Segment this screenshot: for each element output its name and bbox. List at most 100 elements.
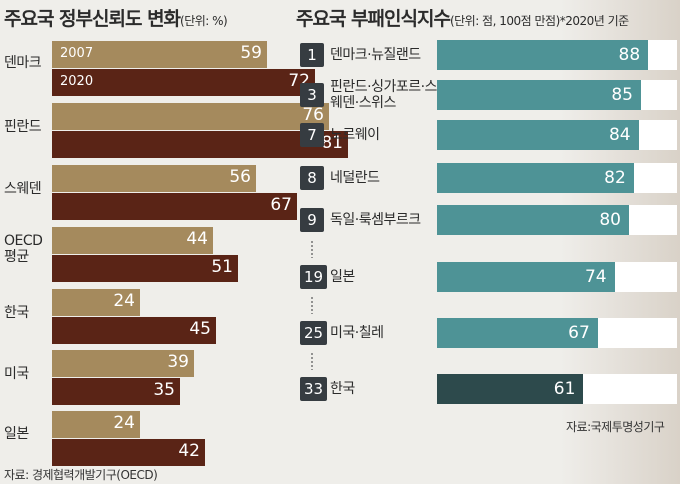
trust-row: 미국 39 35 (0, 350, 290, 406)
cpi-row: 19 일본 74 (300, 262, 680, 292)
cpi-bar: 67 (437, 318, 598, 348)
bar-track: 67 (437, 318, 677, 348)
value-label: 42 (178, 441, 200, 461)
gap-dots (311, 240, 313, 258)
cpi-row: 9 독일·룩셈부르크 80 (300, 205, 680, 235)
trust-row: 스웨덴 56 67 (0, 165, 297, 221)
value-label: 61 (553, 379, 576, 399)
bar-2007: 2007 59 (52, 41, 267, 68)
bar-2020: 2020 72 (52, 69, 315, 96)
cpi-row: 3 핀란드·싱가포르·스웨덴·스위스 85 (300, 79, 680, 111)
value-label: 56 (229, 167, 251, 187)
value-label: 24 (113, 291, 135, 311)
right-source: 자료:국제투명성기구 (566, 420, 665, 434)
country-label: 일본 (330, 269, 355, 285)
value-label: 74 (584, 267, 607, 287)
right-chart-title: 주요국 부패인식지수(단위: 점, 100점 만점)*2020년 기준 (296, 4, 629, 31)
value-label: 44 (186, 229, 208, 249)
cpi-row: 1 덴마크·뉴질랜드 88 (300, 40, 680, 70)
rank-badge: 33 (300, 377, 327, 401)
cpi-row: 25 미국·칠레 67 (300, 318, 680, 348)
bar-2007: 76 (52, 103, 329, 130)
cpi-bar: 85 (437, 80, 641, 110)
category-label: 덴마크 (4, 55, 42, 71)
country-label: 미국·칠레 (330, 325, 384, 341)
value-label: 51 (211, 257, 233, 277)
country-label: 핀란드·싱가포르·스웨덴·스위스 (330, 79, 437, 111)
rank-badge: 7 (300, 123, 324, 147)
value-label: 24 (113, 413, 135, 433)
category-label: 일본 (4, 426, 29, 442)
country-label: 독일·룩셈부르크 (330, 212, 421, 228)
value-label: 80 (599, 210, 621, 230)
bar-2020: 35 (52, 378, 180, 405)
cpi-row: 7 노르웨이 84 (300, 120, 680, 150)
cpi-row: 8 네덜란드 82 (300, 163, 680, 193)
value-label: 67 (568, 323, 590, 343)
value-label: 59 (240, 43, 262, 63)
category-label: OECD 평균 (4, 233, 43, 265)
category-label: 스웨덴 (4, 181, 42, 197)
value-label: 85 (611, 85, 633, 105)
bar-track: 61 (437, 374, 677, 404)
bar-2007: 56 (52, 165, 256, 192)
cpi-bar: 80 (437, 205, 629, 235)
country-label: 네덜란드 (330, 170, 380, 186)
value-label: 76 (302, 105, 324, 125)
rank-badge: 25 (300, 321, 327, 345)
cpi-bar-highlight: 61 (437, 374, 584, 404)
bar-2020: 81 (52, 131, 348, 158)
trust-row: OECD 평균 44 51 (0, 227, 290, 283)
bar-track: 84 (437, 120, 677, 150)
value-label: 82 (604, 168, 626, 188)
value-label: 45 (189, 319, 211, 339)
trust-row: 핀란드 76 81 (0, 103, 348, 159)
rank-badge: 3 (300, 83, 324, 107)
bar-track: 80 (437, 205, 677, 235)
category-label: 한국 (4, 305, 29, 321)
bar-track: 85 (437, 80, 677, 110)
country-label: 노르웨이 (330, 127, 380, 143)
legend-label-2020: 2020 (60, 74, 94, 89)
left-chart-title: 주요국 정부신뢰도 변화(단위: %) (4, 4, 228, 31)
left-source: 자료: 경제협력개발기구(OECD) (4, 468, 158, 482)
right-unit-text: (단위: 점, 100점 만점)*2020년 기준 (449, 14, 629, 28)
right-title-text: 주요국 부패인식지수 (296, 8, 451, 30)
cpi-bar: 88 (437, 40, 649, 70)
value-label: 67 (270, 195, 292, 215)
category-label: 핀란드 (4, 119, 42, 135)
country-label: 한국 (330, 381, 355, 397)
gap-dots (311, 296, 313, 314)
background-fade (560, 0, 680, 484)
bar-2007: 24 (52, 411, 140, 438)
value-label: 88 (618, 45, 641, 65)
bar-2020: 42 (52, 439, 205, 466)
rank-badge: 19 (300, 265, 327, 289)
bar-2007: 39 (52, 350, 194, 377)
bar-track: 88 (437, 40, 677, 70)
value-label: 81 (321, 133, 343, 153)
bar-track: 82 (437, 163, 677, 193)
trust-row: 덴마크 2007 59 2020 72 (0, 41, 315, 97)
cpi-bar: 82 (437, 163, 634, 193)
bar-2007: 44 (52, 227, 213, 254)
category-label: 미국 (4, 366, 29, 382)
left-title-text: 주요국 정부신뢰도 변화 (4, 8, 181, 30)
gap-dots (311, 352, 313, 370)
bar-2007: 24 (52, 289, 140, 316)
value-label: 35 (153, 380, 175, 400)
trust-row: 한국 24 45 (0, 289, 290, 345)
country-label: 덴마크·뉴질랜드 (330, 47, 421, 63)
rank-badge: 9 (300, 208, 324, 232)
legend-label-2007: 2007 (60, 46, 94, 61)
bar-2020: 45 (52, 317, 216, 344)
trust-row: 일본 24 42 (0, 411, 290, 467)
cpi-row: 33 한국 61 (300, 374, 680, 404)
bar-2020: 51 (52, 255, 238, 282)
cpi-bar: 84 (437, 120, 639, 150)
rank-badge: 8 (300, 166, 324, 190)
bar-track: 74 (437, 262, 677, 292)
cpi-bar: 74 (437, 262, 615, 292)
left-unit-text: (단위: %) (180, 14, 228, 28)
bar-2020: 67 (52, 193, 297, 220)
